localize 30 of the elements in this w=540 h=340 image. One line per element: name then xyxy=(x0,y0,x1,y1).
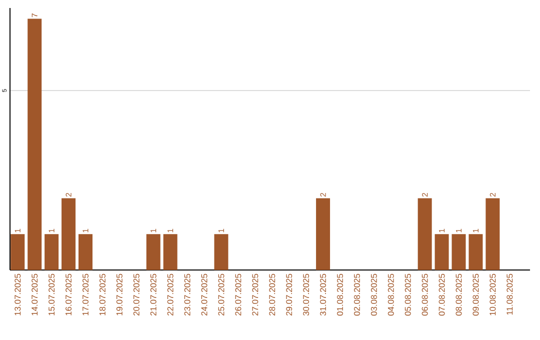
x-tick-label: 09.08.2025 xyxy=(472,274,479,316)
x-tick-label: 31.07.2025 xyxy=(320,274,326,316)
x-tick-label: 28.07.2025 xyxy=(269,274,276,316)
x-tick-label: 06.08.2025 xyxy=(422,274,428,316)
x-tick-label: 22.07.2025 xyxy=(167,274,174,316)
x-tick-label: 02.08.2025 xyxy=(354,274,360,316)
x-tick-label: 08.08.2025 xyxy=(456,274,462,316)
x-tick-label: 11.08.2025 xyxy=(506,274,513,315)
x-tick-label: 05.08.2025 xyxy=(404,274,411,316)
x-tick-label: 20.07.2025 xyxy=(133,274,140,316)
x-tick-label: 01.08.2025 xyxy=(337,274,343,316)
x-tick-label: 21.07.2025 xyxy=(150,274,156,316)
x-tick-label: 29.07.2025 xyxy=(286,274,292,316)
x-tick-label: 14.07.2025 xyxy=(32,274,38,316)
x-tick-label: 23.07.2025 xyxy=(184,274,190,316)
x-tick-label: 27.07.2025 xyxy=(252,274,258,316)
x-tick-label: 13.07.2025 xyxy=(14,274,21,316)
x-tick-label: 07.08.2025 xyxy=(438,274,445,316)
x-tick-label: 26.07.2025 xyxy=(235,274,242,316)
x-tick-label: 19.07.2025 xyxy=(116,274,122,316)
x-tick-label: 17.07.2025 xyxy=(82,274,88,316)
x-tick-label: 30.07.2025 xyxy=(303,274,310,316)
x-tick-label: 18.07.2025 xyxy=(99,274,106,316)
x-tick-label: 15.07.2025 xyxy=(48,274,55,316)
x-tick-label: 16.07.2025 xyxy=(66,274,72,316)
x-tick-label: 24.07.2025 xyxy=(201,274,208,316)
x-tick-label: 03.08.2025 xyxy=(370,274,377,316)
x-tick-label: 04.08.2025 xyxy=(388,274,394,316)
x-tick-label: 25.07.2025 xyxy=(218,274,224,316)
x-tick-label: 10.08.2025 xyxy=(490,274,496,316)
